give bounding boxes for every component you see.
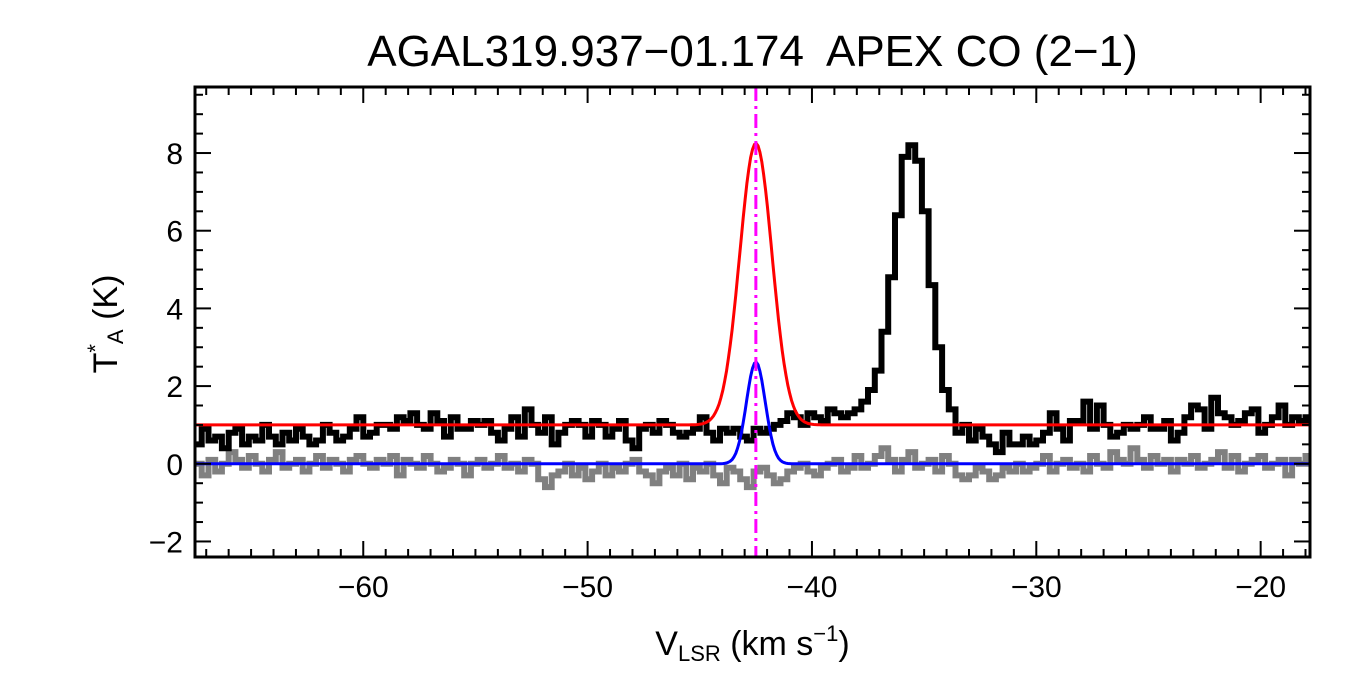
series-gaussian-fit-total- xyxy=(195,141,1310,427)
x-tick-label: −50 xyxy=(562,571,613,604)
y-axis-label-sup: * xyxy=(83,344,108,353)
series-group xyxy=(195,141,1310,491)
y-tick-label: 6 xyxy=(166,216,183,249)
series-spectrum xyxy=(195,142,1310,456)
y-tick-label: 8 xyxy=(166,138,183,171)
x-tick-label: −40 xyxy=(787,571,838,604)
chart-title: AGAL319.937−01.174 APEX CO (2−1) xyxy=(367,27,1138,76)
x-axis-label-units: (km s xyxy=(720,625,814,663)
y-axis-label: T*A (K) xyxy=(76,275,136,374)
y-tick-label: 0 xyxy=(166,449,183,482)
x-axis-label-main: V xyxy=(655,625,678,663)
y-tick-label: 2 xyxy=(166,371,183,404)
y-tick-label: 4 xyxy=(166,293,183,326)
series-gaussian-component xyxy=(195,360,1310,466)
ticks-group xyxy=(195,87,1310,557)
y-axis-label-main: T xyxy=(87,352,125,374)
y-tick-label: −2 xyxy=(149,526,183,559)
x-axis-label-units-close: ) xyxy=(838,625,850,663)
plot-frame xyxy=(193,85,1312,559)
y-axis-label-sub: A xyxy=(103,329,128,345)
y-axis-label-units: (K) xyxy=(87,274,125,330)
x-tick-label: −30 xyxy=(1011,571,1062,604)
x-tick-label: −20 xyxy=(1235,571,1286,604)
x-axis-label: VLSR (km s−1) xyxy=(195,614,1310,674)
x-axis-label-sub: LSR xyxy=(677,641,721,666)
x-axis-label-sup: −1 xyxy=(813,621,839,646)
x-tick-label: −60 xyxy=(338,571,389,604)
series-residual xyxy=(195,445,1310,491)
